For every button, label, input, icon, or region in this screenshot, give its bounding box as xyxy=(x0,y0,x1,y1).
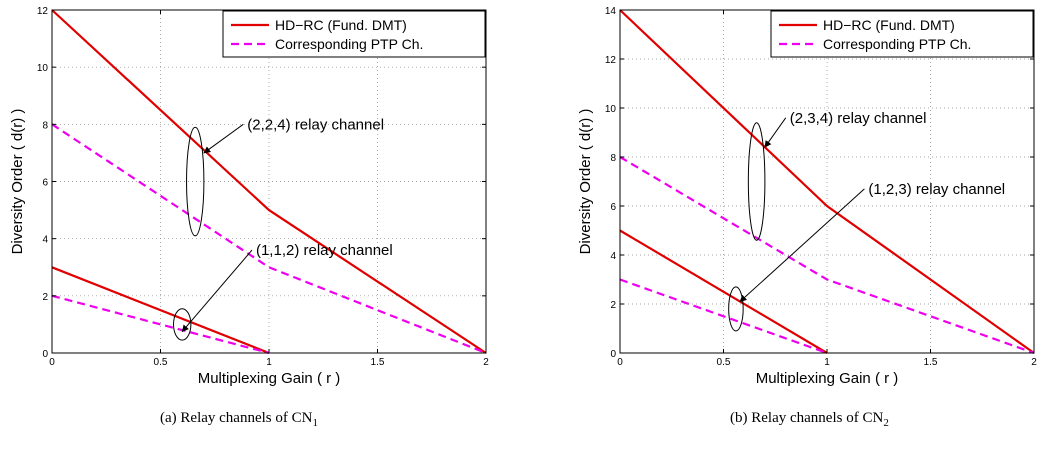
x-tick-label: 1.5 xyxy=(371,357,385,368)
y-tick-label: 2 xyxy=(610,300,616,311)
annotation-label-0: (2,2,4) relay channel xyxy=(247,116,384,133)
chart-panel-a: (2,2,4) relay channel (1,1,2) relay chann… xyxy=(9,6,489,387)
y-tick-label: 10 xyxy=(37,63,49,74)
chart-panel-b: (2,3,4) relay channel (1,2,3) relay chann… xyxy=(577,6,1037,387)
series-line-2 xyxy=(619,229,828,354)
annotation-label-0: (2,3,4) relay channel xyxy=(790,110,927,127)
series-line-2 xyxy=(51,266,270,355)
legend-box xyxy=(770,10,1034,58)
legend-label-1: Corresponding PTP Ch. xyxy=(275,36,423,52)
annotation-ellipse-0 xyxy=(747,122,766,241)
annotation-ellipse-0 xyxy=(186,126,205,237)
caption-a: (a) Relay channels of CN1 xyxy=(160,410,318,429)
annotation-arrow-1 xyxy=(739,188,865,303)
series-line-3 xyxy=(51,294,270,355)
legend-label-0: HD−RC (Fund. DMT) xyxy=(275,17,407,33)
y-tick-label: 10 xyxy=(605,104,617,115)
y-axis-label: Diversity Order ( d(r) ) xyxy=(577,109,594,255)
annotation-arrow-0 xyxy=(203,123,244,154)
y-tick-label: 0 xyxy=(610,349,616,360)
y-tick-label: 14 xyxy=(605,6,617,17)
caption-b-subscript: 2 xyxy=(883,417,889,429)
caption-b-tag: (b) xyxy=(730,410,748,426)
x-tick-label: 1 xyxy=(266,357,272,368)
annotation-ellipse-1 xyxy=(728,286,744,332)
annotation-ellipse-1 xyxy=(173,308,192,341)
legend-label-0: HD−RC (Fund. DMT) xyxy=(823,17,955,33)
legend-box xyxy=(222,10,486,58)
y-tick-label: 6 xyxy=(42,178,48,189)
y-tick-label: 12 xyxy=(605,55,617,66)
caption-a-text: Relay channels of CN xyxy=(180,410,313,426)
x-tick-label: 0.5 xyxy=(717,357,731,368)
y-tick-label: 8 xyxy=(42,120,48,131)
annotation-label-1: (1,1,2) relay channel xyxy=(256,242,393,259)
plot-area xyxy=(620,10,1034,353)
y-tick-label: 12 xyxy=(37,6,49,17)
x-tick-label: 2 xyxy=(483,357,489,368)
legend-label-1: Corresponding PTP Ch. xyxy=(823,36,971,52)
caption-a-subscript: 1 xyxy=(312,417,318,429)
series-line-3 xyxy=(619,278,828,355)
caption-a-tag: (a) xyxy=(160,410,177,426)
x-tick-label: 1 xyxy=(824,357,830,368)
x-tick-label: 0 xyxy=(49,357,55,368)
series-line-0 xyxy=(619,9,1035,354)
y-tick-label: 4 xyxy=(610,251,616,262)
annotation-arrow-1 xyxy=(181,249,253,333)
y-axis-label: Diversity Order ( d(r) ) xyxy=(9,109,26,255)
series-line-1 xyxy=(619,156,1035,355)
annotation-arrow-0 xyxy=(764,117,787,148)
x-tick-label: 1.5 xyxy=(924,357,938,368)
caption-b-text: Relay channels of CN xyxy=(751,410,884,426)
annotation-label-1: (1,2,3) relay channel xyxy=(868,181,1005,198)
caption-b: (b) Relay channels of CN2 xyxy=(730,410,889,429)
y-tick-label: 8 xyxy=(610,153,616,164)
x-axis-label: Multiplexing Gain ( r ) xyxy=(756,370,899,387)
y-tick-label: 2 xyxy=(42,292,48,303)
x-tick-label: 2 xyxy=(1031,357,1037,368)
y-tick-label: 4 xyxy=(42,235,48,246)
y-tick-label: 6 xyxy=(610,202,616,213)
x-axis-label: Multiplexing Gain ( r ) xyxy=(198,370,341,387)
y-tick-label: 0 xyxy=(42,349,48,360)
x-tick-label: 0 xyxy=(617,357,623,368)
x-tick-label: 0.5 xyxy=(154,357,168,368)
series-line-0 xyxy=(51,9,487,354)
